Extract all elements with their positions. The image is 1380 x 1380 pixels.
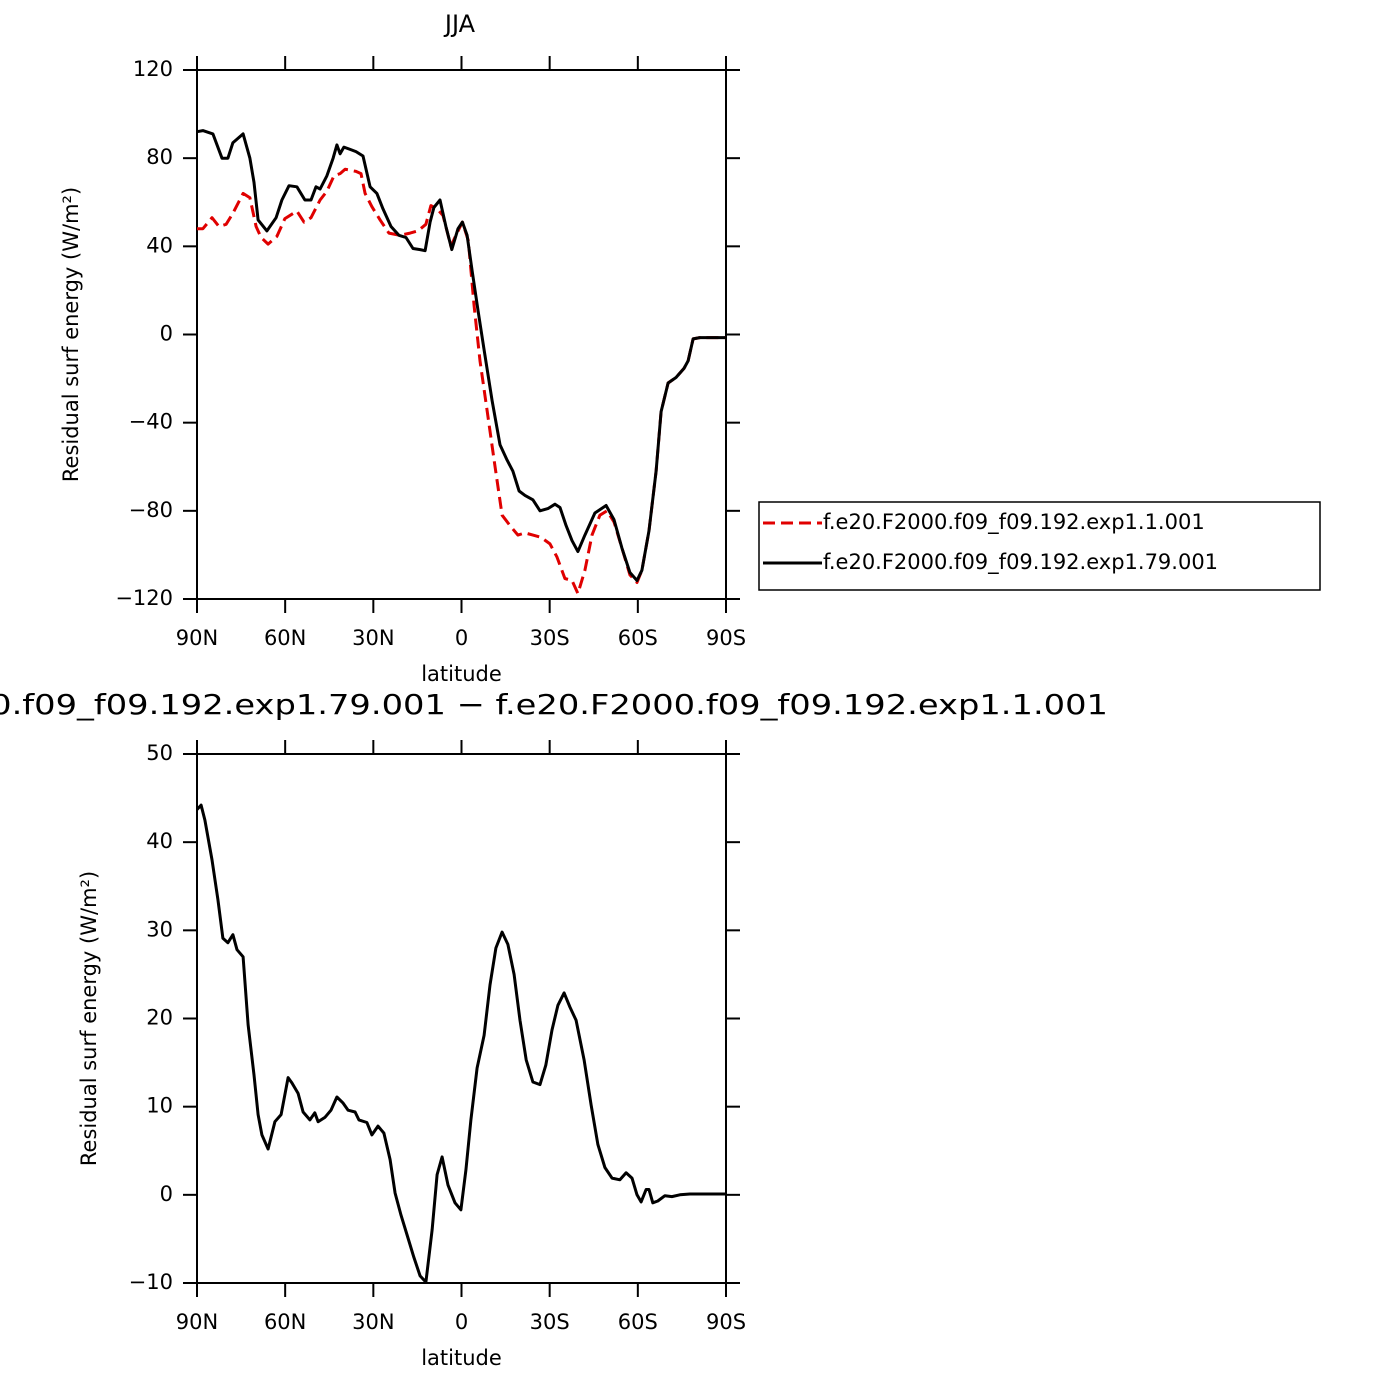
y-tick-label: 40: [146, 233, 173, 257]
x-tick-label: 0: [455, 1310, 468, 1334]
x-axis-label: latitude: [421, 662, 502, 686]
x-tick-label: 60S: [618, 626, 658, 650]
x-tick-label: 90N: [176, 1310, 218, 1334]
x-tick-label: 90S: [706, 1310, 746, 1334]
x-tick-label: 0: [455, 626, 468, 650]
y-tick-label: 10: [146, 1094, 173, 1118]
y-tick-label: −40: [129, 410, 173, 434]
x-tick-label: 30S: [530, 626, 570, 650]
data-line: [196, 129, 726, 582]
x-tick-label: 60S: [618, 1310, 658, 1334]
y-tick-label: −80: [129, 498, 173, 522]
x-tick-label: 60N: [264, 626, 306, 650]
x-tick-label: 60N: [264, 1310, 306, 1334]
legend-label: f.e20.F2000.f09_f09.192.exp1.1.001: [823, 510, 1205, 535]
data-line: [197, 167, 726, 595]
y-tick-label: −10: [129, 1270, 173, 1294]
y-tick-label: −120: [115, 586, 173, 610]
y-tick-label: 20: [146, 1006, 173, 1030]
y-tick-label: 40: [146, 829, 173, 853]
y-tick-label: 0: [160, 1182, 173, 1206]
plot-frame: [196, 69, 727, 600]
x-tick-label: 90S: [706, 626, 746, 650]
chart-title: JJA: [443, 10, 476, 38]
x-tick-label: 90N: [176, 626, 218, 650]
data-line: [195, 803, 726, 1284]
x-tick-label: 30N: [352, 1310, 394, 1334]
y-tick-label: 0: [160, 322, 173, 346]
chart-title: f.e20.F2000.f09_f09.192.exp1.79.001 − f.…: [0, 688, 1108, 721]
y-tick-label: 50: [146, 741, 173, 765]
x-tick-label: 30N: [352, 626, 394, 650]
legend-label: f.e20.F2000.f09_f09.192.exp1.79.001: [823, 550, 1218, 575]
y-tick-label: 30: [146, 917, 173, 941]
y-tick-label: 120: [133, 57, 173, 81]
y-axis-label: Residual surf energy (W/m²): [59, 187, 83, 482]
y-axis-label: Residual surf energy (W/m²): [77, 871, 101, 1166]
x-axis-label: latitude: [421, 1346, 502, 1370]
legend-frame: [758, 501, 1321, 591]
y-tick-label: 80: [146, 145, 173, 169]
x-tick-label: 30S: [530, 1310, 570, 1334]
